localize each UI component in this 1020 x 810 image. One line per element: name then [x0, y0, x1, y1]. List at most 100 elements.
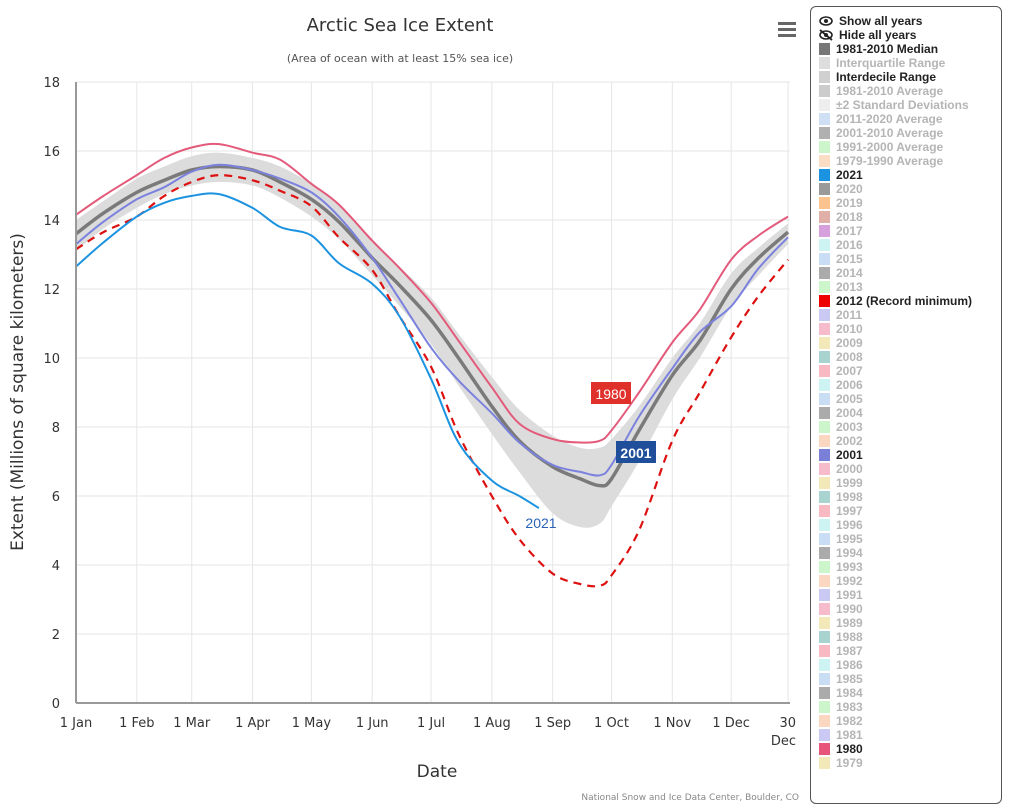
- legend-label: 2011: [836, 308, 863, 322]
- legend-item[interactable]: 1993: [819, 560, 1001, 574]
- legend-swatch: [819, 379, 830, 391]
- legend-item[interactable]: 2001-2010 Average: [819, 126, 1001, 140]
- legend-swatch: [819, 365, 830, 377]
- legend-item[interactable]: 2018: [819, 210, 1001, 224]
- legend-swatch: [819, 351, 830, 363]
- legend-swatch: [819, 421, 830, 433]
- legend-item[interactable]: 1988: [819, 630, 1001, 644]
- legend-item[interactable]: 1985: [819, 672, 1001, 686]
- legend-item[interactable]: Interquartile Range: [819, 56, 1001, 70]
- legend-label: 1991-2000 Average: [836, 140, 944, 154]
- legend-item[interactable]: 2003: [819, 420, 1001, 434]
- legend-item[interactable]: 2011-2020 Average: [819, 112, 1001, 126]
- legend-swatch: [819, 491, 830, 503]
- series-line-2021[interactable]: [75, 192, 540, 509]
- legend-swatch: [819, 169, 830, 181]
- legend-swatch: [819, 673, 830, 685]
- x-tick-label: 1 Aug: [473, 716, 511, 731]
- legend-item[interactable]: 1981-2010 Average: [819, 84, 1001, 98]
- legend-item[interactable]: 2001: [819, 448, 1001, 462]
- legend-label: 2017: [836, 224, 863, 238]
- legend-item[interactable]: 1984: [819, 686, 1001, 700]
- legend-item[interactable]: 1987: [819, 644, 1001, 658]
- label-2001-bg: [616, 441, 656, 463]
- legend-item[interactable]: 2012 (Record minimum): [819, 294, 1001, 308]
- legend-item[interactable]: 2017: [819, 224, 1001, 238]
- legend-label: 1992: [836, 574, 863, 588]
- x-tick-labels: 1 Jan 1 Feb 1 Mar 1 Apr 1 May 1 Jun 1 Jul 1 Aug…: [60, 716, 796, 749]
- legend-item[interactable]: 2007: [819, 364, 1001, 378]
- series-line-2001[interactable]: [75, 163, 789, 477]
- series-line-1980[interactable]: [75, 142, 789, 444]
- legend-item[interactable]: 2021: [819, 168, 1001, 182]
- legend-item[interactable]: ±2 Standard Deviations: [819, 98, 1001, 112]
- y-axis-title: Extent (Millions of square kilometers): [8, 233, 28, 551]
- legend-item[interactable]: 1991: [819, 588, 1001, 602]
- legend-item[interactable]: 2019: [819, 196, 1001, 210]
- legend-swatch: [819, 85, 830, 97]
- legend-item[interactable]: 2015: [819, 252, 1001, 266]
- series-line-1981-2010[interactable]: [74, 164, 790, 488]
- legend-label: 2013: [836, 280, 863, 294]
- legend-item[interactable]: 2000: [819, 462, 1001, 476]
- legend-item[interactable]: 2020: [819, 182, 1001, 196]
- legend-item[interactable]: 2002: [819, 434, 1001, 448]
- show-all-years-button[interactable]: Show all years: [819, 14, 1001, 28]
- legend-item[interactable]: 1996: [819, 518, 1001, 532]
- legend-item[interactable]: 1979-1990 Average: [819, 154, 1001, 168]
- interdecile-range-area: [76, 152, 789, 528]
- legend-item[interactable]: 1989: [819, 616, 1001, 630]
- legend-swatch: [819, 519, 830, 531]
- legend-item[interactable]: 1981-2010 Median: [819, 42, 1001, 56]
- legend-item[interactable]: 1982: [819, 714, 1001, 728]
- legend-item[interactable]: 1981: [819, 728, 1001, 742]
- y-tick-label: 0: [52, 697, 60, 712]
- legend-item[interactable]: 2009: [819, 336, 1001, 350]
- legend-item[interactable]: 1980: [819, 742, 1001, 756]
- legend-label: Interdecile Range: [836, 70, 937, 84]
- legend-swatch: [819, 743, 830, 755]
- legend-label: 2018: [836, 210, 863, 224]
- legend-item[interactable]: 1999: [819, 476, 1001, 490]
- legend-swatch: [819, 267, 830, 279]
- legend-item[interactable]: 1994: [819, 546, 1001, 560]
- legend-item[interactable]: 2014: [819, 266, 1001, 280]
- y-tick-label: 10: [43, 352, 60, 367]
- legend-item[interactable]: 2016: [819, 238, 1001, 252]
- legend-label: 2011-2020 Average: [836, 112, 943, 126]
- legend-item[interactable]: 1983: [819, 700, 1001, 714]
- legend-item[interactable]: 1990: [819, 602, 1001, 616]
- legend-item[interactable]: 2005: [819, 392, 1001, 406]
- hide-all-years-button[interactable]: Hide all years: [819, 28, 1001, 42]
- legend-item[interactable]: 1998: [819, 490, 1001, 504]
- hamburger-menu-icon[interactable]: [776, 18, 798, 40]
- legend-label: 2005: [836, 392, 863, 406]
- legend-item[interactable]: 1995: [819, 532, 1001, 546]
- legend-item[interactable]: 2010: [819, 322, 1001, 336]
- legend-item[interactable]: 2008: [819, 350, 1001, 364]
- legend-label: 2002: [836, 434, 863, 448]
- legend-label: 1990: [836, 602, 863, 616]
- legend-item[interactable]: Interdecile Range: [819, 70, 1001, 84]
- legend-label: ±2 Standard Deviations: [836, 98, 969, 112]
- eye-icon: [819, 15, 833, 27]
- legend-swatch: [819, 281, 830, 293]
- legend-item[interactable]: 2004: [819, 406, 1001, 420]
- legend-swatch: [819, 715, 830, 727]
- legend-swatch: [819, 127, 830, 139]
- legend-swatch: [819, 141, 830, 153]
- legend-item[interactable]: 2013: [819, 280, 1001, 294]
- legend-item[interactable]: 1992: [819, 574, 1001, 588]
- legend-item[interactable]: 1979: [819, 756, 1001, 770]
- legend-item[interactable]: 2006: [819, 378, 1001, 392]
- legend-swatch: [819, 533, 830, 545]
- series-line-2012[interactable]: [75, 173, 789, 588]
- legend-item[interactable]: 1991-2000 Average: [819, 140, 1001, 154]
- legend-item[interactable]: 1986: [819, 658, 1001, 672]
- legend-item[interactable]: 2011: [819, 308, 1001, 322]
- y-tick-label: 16: [43, 145, 60, 160]
- legend-item[interactable]: 1997: [819, 504, 1001, 518]
- credit-text: National Snow and Ice Data Center, Bould…: [581, 793, 799, 803]
- legend-label: 2010: [836, 322, 863, 336]
- legend-label: 1981: [836, 728, 863, 742]
